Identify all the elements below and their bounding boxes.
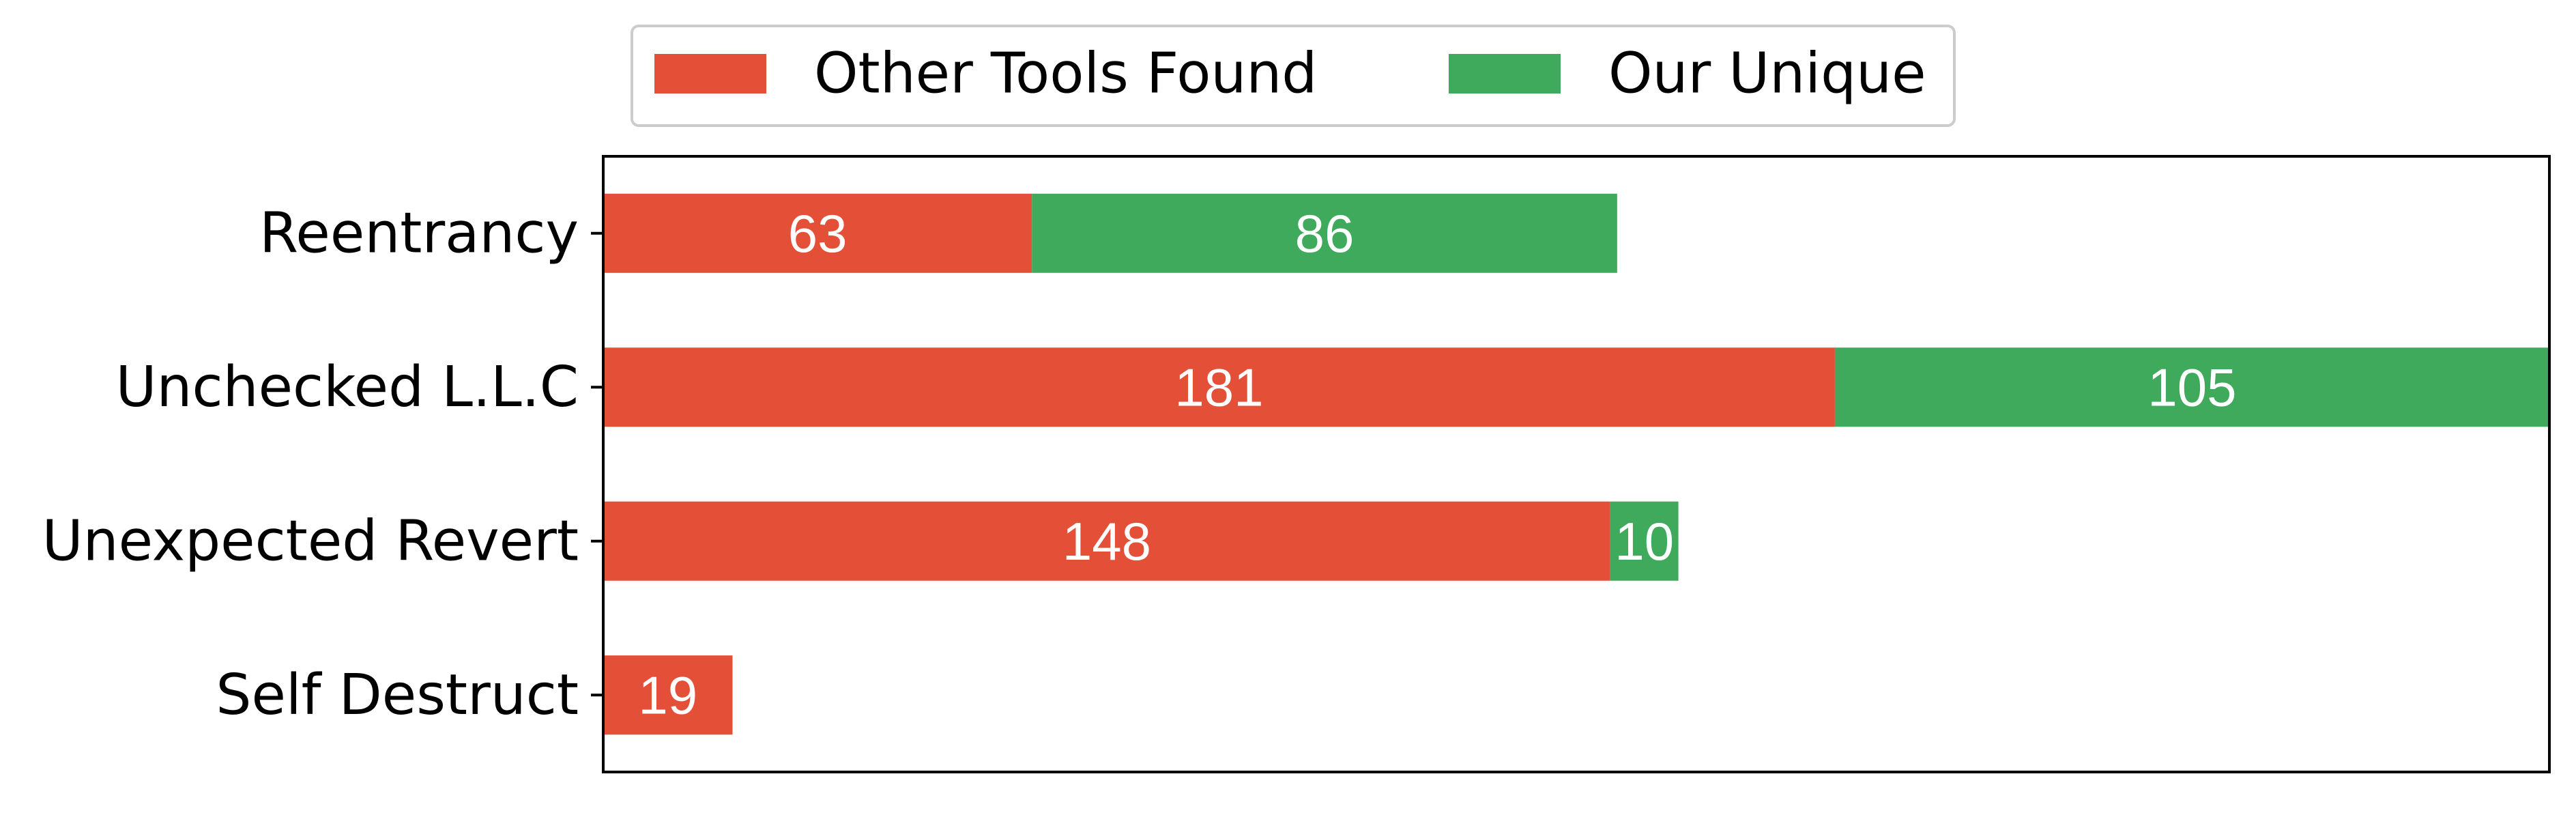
- bars: [603, 193, 2549, 735]
- legend-frame: [631, 25, 1956, 127]
- y-tick-label: Unexpected Revert: [42, 509, 579, 573]
- bar-unchecked-l-l-c-other-tools-found: [603, 347, 1835, 427]
- bar-value-label: 86: [1295, 203, 1355, 263]
- bar-value-label: 148: [1062, 511, 1151, 571]
- bar-value-label: 19: [638, 665, 697, 725]
- legend-label-other-tools-found: Other Tools Found: [814, 42, 1317, 106]
- bar-value-label: 105: [2147, 357, 2236, 417]
- y-tick-label: Self Destruct: [216, 663, 579, 728]
- legend-label-our-unique: Our Unique: [1608, 42, 1926, 106]
- bar-value-label: 10: [1615, 511, 1674, 571]
- legend: Other Tools Found Our Unique: [631, 25, 1956, 127]
- y-axis: Reentrancy Unchecked L.L.C Unexpected Reve…: [42, 201, 603, 728]
- bar-value-label: 181: [1174, 357, 1263, 417]
- y-tick-label: Reentrancy: [259, 201, 579, 266]
- bar-labels: 63 86 181 105 148 10 19: [638, 203, 2236, 726]
- bar-unexpected-revert-our-unique: [1610, 501, 1679, 581]
- bar-self-destruct-other-tools-found: [603, 655, 733, 735]
- bar-value-label: 63: [788, 203, 848, 263]
- legend-swatch-our-unique: [1449, 54, 1561, 94]
- bar-unchecked-l-l-c-our-unique: [1834, 347, 2549, 427]
- bar-reentrancy-our-unique: [1032, 193, 1617, 273]
- legend-swatch-other-tools-found: [654, 54, 766, 94]
- y-tick-label: Unchecked L.L.C: [116, 355, 579, 420]
- bar-unexpected-revert-other-tools-found: [603, 501, 1610, 581]
- plot-frame: [602, 155, 2551, 773]
- bar-reentrancy-other-tools-found: [603, 193, 1032, 273]
